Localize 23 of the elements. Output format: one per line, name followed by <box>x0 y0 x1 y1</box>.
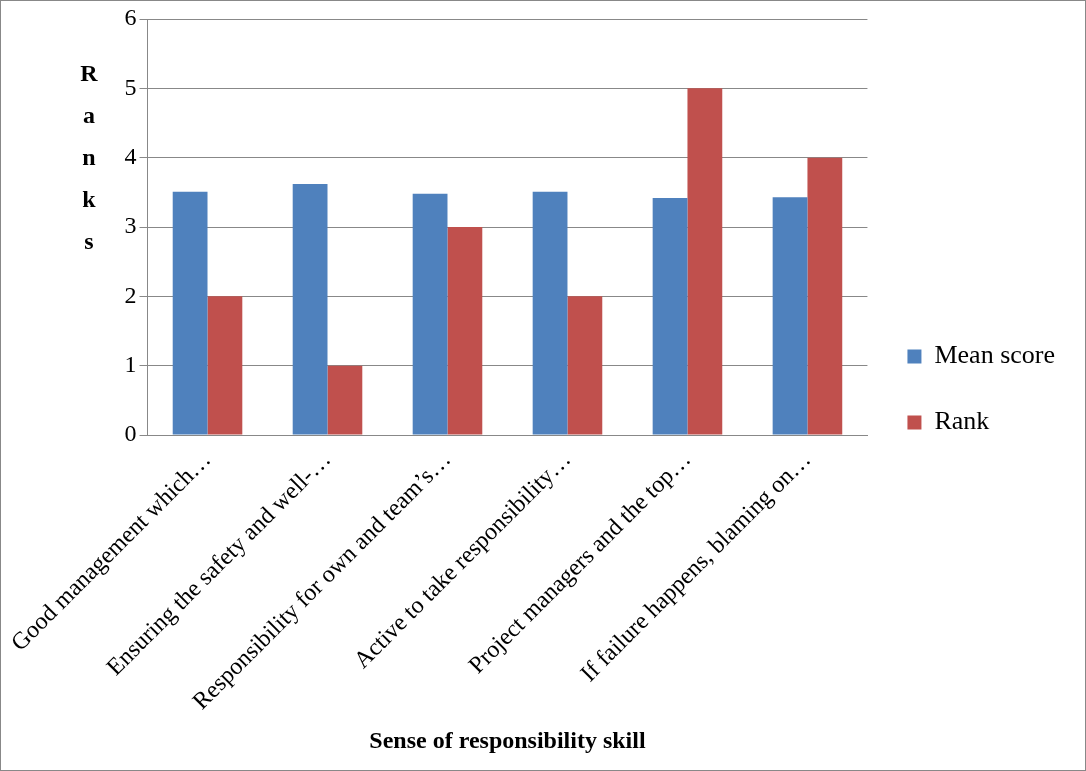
bar <box>567 296 603 435</box>
y-tick-label: 3 <box>124 212 137 239</box>
bar <box>207 296 243 435</box>
y-tick-label: 6 <box>124 4 137 31</box>
y-tick-label: 4 <box>124 142 137 169</box>
bar <box>412 193 448 435</box>
bar <box>327 365 363 435</box>
y-tick-label: 1 <box>124 350 137 377</box>
y-tick-label: 0 <box>124 420 137 447</box>
legend-label: Mean score <box>934 340 1056 370</box>
bar <box>292 184 328 435</box>
bar <box>772 197 808 435</box>
y-tick-label: 2 <box>124 281 137 308</box>
bar <box>687 88 723 435</box>
y-axis-title: Ranks <box>80 60 99 255</box>
bar <box>807 157 843 435</box>
y-tick-label: 5 <box>124 73 137 100</box>
legend-label: Rank <box>934 406 990 436</box>
bar <box>172 191 208 435</box>
bar <box>447 227 483 435</box>
bar <box>532 191 568 435</box>
x-axis-title: Sense of responsibility skill <box>369 726 646 753</box>
bar <box>652 197 688 435</box>
